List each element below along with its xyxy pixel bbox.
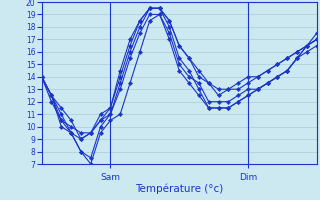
X-axis label: Température (°c): Température (°c) — [135, 183, 223, 194]
